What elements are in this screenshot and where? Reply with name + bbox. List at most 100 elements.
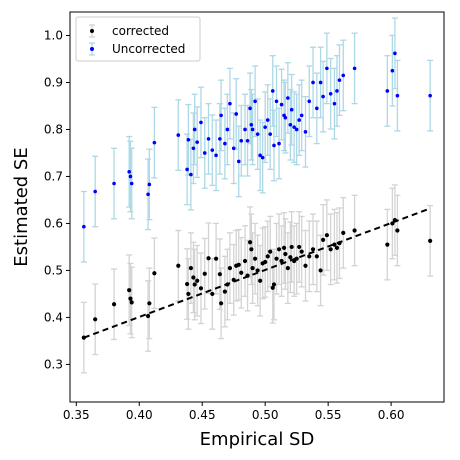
point-uncorrected-54 xyxy=(297,118,301,122)
x-tick-label-3: 0.50 xyxy=(252,408,279,422)
point-uncorrected-7 xyxy=(147,182,152,187)
x-axis-title: Empirical SD xyxy=(200,429,315,450)
point-corrected-2 xyxy=(111,302,117,307)
point-uncorrected-32 xyxy=(248,106,252,111)
point-uncorrected-30 xyxy=(243,127,247,132)
y-tick-label-7: 1.0 xyxy=(44,28,63,42)
point-corrected-19 xyxy=(210,291,215,297)
point-corrected-24 xyxy=(225,282,230,287)
point-uncorrected-69 xyxy=(385,89,390,93)
point-uncorrected-66 xyxy=(337,78,342,82)
point-corrected-49 xyxy=(285,265,290,271)
point-corrected-23 xyxy=(222,289,227,294)
point-uncorrected-19 xyxy=(210,148,215,152)
point-uncorrected-21 xyxy=(218,137,222,141)
point-uncorrected-12 xyxy=(189,172,193,177)
point-corrected-6 xyxy=(145,313,151,319)
point-uncorrected-28 xyxy=(236,159,241,164)
point-corrected-30 xyxy=(242,258,248,264)
point-corrected-53 xyxy=(294,256,299,261)
point-uncorrected-15 xyxy=(195,140,199,144)
point-corrected-55 xyxy=(299,249,304,254)
point-corrected-51 xyxy=(289,244,294,250)
point-corrected-73 xyxy=(428,238,433,243)
plot-elements xyxy=(80,17,434,374)
point-corrected-39 xyxy=(263,259,268,265)
point-corrected-65 xyxy=(334,245,340,250)
point-corrected-15 xyxy=(195,278,200,283)
point-uncorrected-60 xyxy=(318,80,323,85)
x-tick-label-2: 0.45 xyxy=(189,408,216,422)
point-uncorrected-5 xyxy=(129,181,134,186)
point-uncorrected-33 xyxy=(249,122,254,127)
point-corrected-12 xyxy=(188,265,193,271)
point-corrected-71 xyxy=(392,218,397,223)
point-uncorrected-14 xyxy=(192,127,197,132)
y-tick-label-3: 0.6 xyxy=(44,216,63,230)
point-uncorrected-18 xyxy=(206,137,211,141)
point-uncorrected-62 xyxy=(325,66,329,71)
point-uncorrected-17 xyxy=(202,151,207,155)
x-tick-label-0: 0.35 xyxy=(63,408,90,422)
point-corrected-8 xyxy=(152,271,157,276)
point-uncorrected-72 xyxy=(395,93,400,98)
point-uncorrected-53 xyxy=(294,127,299,132)
legend: corrected Uncorrected xyxy=(75,16,201,62)
point-corrected-11 xyxy=(186,291,191,297)
point-corrected-40 xyxy=(265,254,270,259)
point-corrected-67 xyxy=(341,230,346,235)
point-corrected-64 xyxy=(332,242,337,247)
point-uncorrected-40 xyxy=(265,118,270,122)
point-uncorrected-20 xyxy=(214,153,218,158)
point-corrected-16 xyxy=(198,286,204,291)
point-uncorrected-42 xyxy=(270,89,275,93)
reference-line xyxy=(83,207,431,339)
point-uncorrected-52 xyxy=(292,125,296,129)
legend-entry-uncorrected: Uncorrected xyxy=(89,42,185,56)
point-uncorrected-37 xyxy=(258,153,262,158)
point-corrected-29 xyxy=(239,270,244,275)
y-tick-label-1: 0.4 xyxy=(44,310,63,324)
point-corrected-63 xyxy=(328,247,333,252)
point-uncorrected-36 xyxy=(255,132,260,136)
legend-entry-corrected: corrected xyxy=(89,24,169,38)
point-corrected-42 xyxy=(270,285,275,290)
point-corrected-18 xyxy=(206,256,211,261)
point-uncorrected-64 xyxy=(332,101,337,106)
point-corrected-31 xyxy=(245,273,250,278)
x-tick-label-5: 0.60 xyxy=(378,408,405,422)
point-corrected-0 xyxy=(81,335,86,340)
x-tick-label-1: 0.40 xyxy=(126,408,153,422)
point-uncorrected-6 xyxy=(146,192,150,197)
point-uncorrected-73 xyxy=(428,93,432,98)
point-uncorrected-39 xyxy=(263,125,267,129)
point-corrected-62 xyxy=(324,233,329,238)
point-uncorrected-24 xyxy=(225,127,230,132)
point-corrected-4 xyxy=(128,296,133,301)
y-tick-label-6: 0.9 xyxy=(44,75,63,89)
point-corrected-45 xyxy=(276,247,282,252)
point-corrected-69 xyxy=(385,242,390,247)
y-tick-label-2: 0.5 xyxy=(44,263,63,277)
point-uncorrected-44 xyxy=(274,99,279,104)
point-uncorrected-23 xyxy=(223,141,227,146)
point-uncorrected-65 xyxy=(335,89,339,93)
point-uncorrected-1 xyxy=(93,189,97,194)
point-corrected-58 xyxy=(310,247,316,252)
point-uncorrected-55 xyxy=(299,113,304,118)
point-corrected-59 xyxy=(314,254,319,259)
plot-frame xyxy=(69,11,445,403)
point-corrected-43 xyxy=(271,282,277,287)
point-corrected-50 xyxy=(288,255,293,260)
point-uncorrected-38 xyxy=(260,155,265,160)
point-corrected-66 xyxy=(337,241,342,246)
point-corrected-26 xyxy=(231,277,236,282)
point-uncorrected-29 xyxy=(239,138,244,143)
legend-box xyxy=(75,16,201,62)
point-uncorrected-59 xyxy=(315,106,319,111)
point-corrected-25 xyxy=(227,265,233,271)
point-uncorrected-2 xyxy=(112,181,116,186)
point-uncorrected-43 xyxy=(272,143,276,148)
point-uncorrected-35 xyxy=(253,99,257,104)
